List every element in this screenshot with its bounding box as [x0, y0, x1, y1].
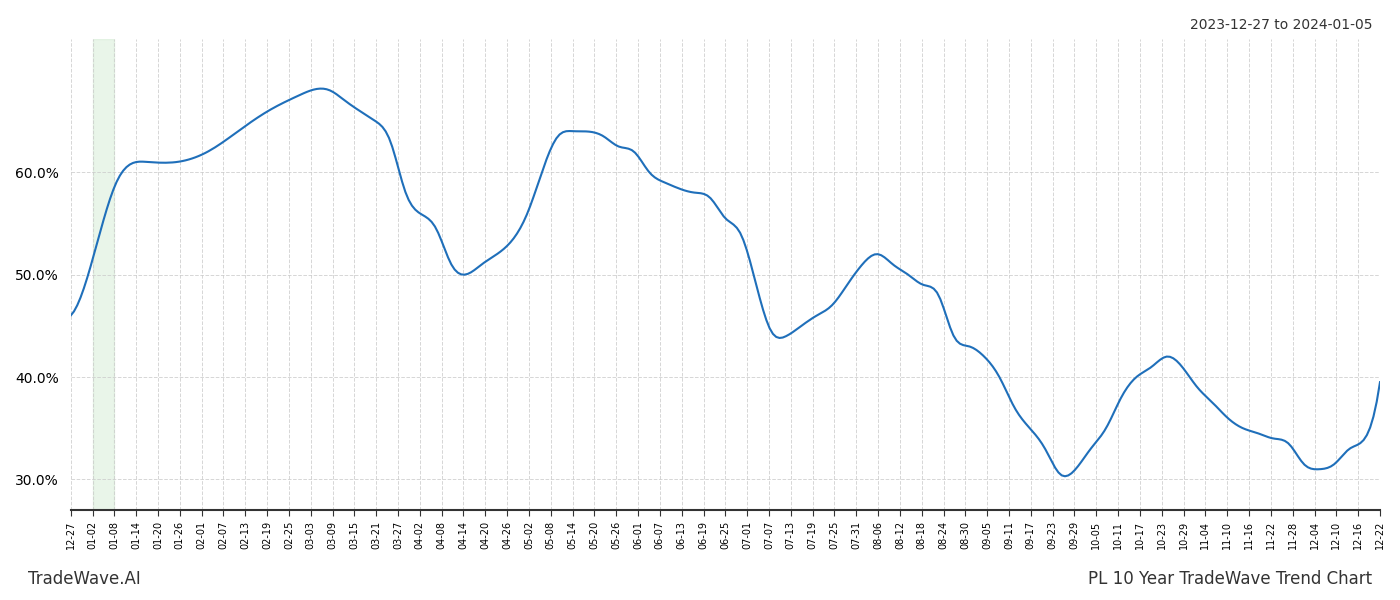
Text: PL 10 Year TradeWave Trend Chart: PL 10 Year TradeWave Trend Chart	[1088, 570, 1372, 588]
Bar	[92, 39, 115, 510]
Text: 2023-12-27 to 2024-01-05: 2023-12-27 to 2024-01-05	[1190, 18, 1372, 32]
Text: TradeWave.AI: TradeWave.AI	[28, 570, 141, 588]
